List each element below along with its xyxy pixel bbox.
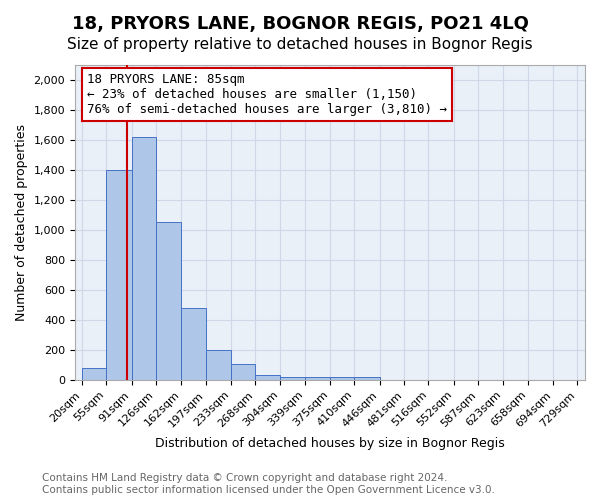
Text: 18 PRYORS LANE: 85sqm
← 23% of detached houses are smaller (1,150)
76% of semi-d: 18 PRYORS LANE: 85sqm ← 23% of detached …: [87, 73, 447, 116]
Bar: [231, 364, 255, 380]
Text: 18, PRYORS LANE, BOGNOR REGIS, PO21 4LQ: 18, PRYORS LANE, BOGNOR REGIS, PO21 4LQ: [71, 15, 529, 33]
Bar: [355, 377, 380, 380]
Text: Contains HM Land Registry data © Crown copyright and database right 2024.
Contai: Contains HM Land Registry data © Crown c…: [42, 474, 495, 495]
Bar: [206, 350, 231, 380]
Bar: [330, 377, 355, 380]
Bar: [156, 222, 181, 380]
Text: Size of property relative to detached houses in Bognor Regis: Size of property relative to detached ho…: [67, 38, 533, 52]
Bar: [131, 137, 156, 380]
Bar: [255, 374, 280, 380]
Y-axis label: Number of detached properties: Number of detached properties: [15, 124, 28, 321]
Bar: [305, 377, 330, 380]
X-axis label: Distribution of detached houses by size in Bognor Regis: Distribution of detached houses by size …: [155, 437, 505, 450]
Bar: [106, 170, 131, 380]
Bar: [280, 376, 305, 380]
Bar: [82, 368, 106, 380]
Bar: [181, 308, 206, 380]
